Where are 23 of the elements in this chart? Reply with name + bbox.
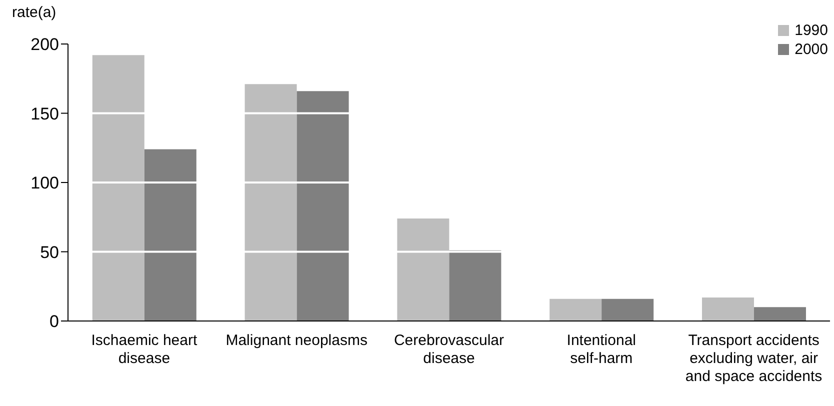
bar (296, 91, 349, 321)
bar (702, 297, 754, 321)
bar (144, 149, 196, 321)
bar (602, 298, 654, 321)
y-tick-label: 50 (40, 242, 59, 262)
x-tick-label: Malignant neoplasms (226, 332, 368, 349)
legend-label: 2000 (794, 41, 828, 58)
bar (754, 307, 806, 321)
y-tick-label: 100 (30, 174, 59, 193)
legend-label: 1990 (794, 22, 828, 39)
y-axis-title: rate(a) (12, 4, 56, 21)
bar (550, 298, 602, 321)
x-tick-label: Intentional self-harm (566, 332, 636, 367)
bar (244, 84, 297, 321)
y-tick-label: 200 (30, 35, 59, 54)
y-tick-label: 150 (30, 104, 59, 124)
x-tick-label: Ischaemic heart disease (91, 332, 198, 367)
x-tick-label: Transport accidents excluding water, air and space accidents (685, 332, 822, 385)
y-tick-label: 0 (50, 312, 59, 332)
x-tick-label: Cerebrovascular disease (394, 332, 504, 367)
bar (92, 55, 144, 321)
bar (397, 218, 450, 321)
bar (449, 250, 502, 321)
